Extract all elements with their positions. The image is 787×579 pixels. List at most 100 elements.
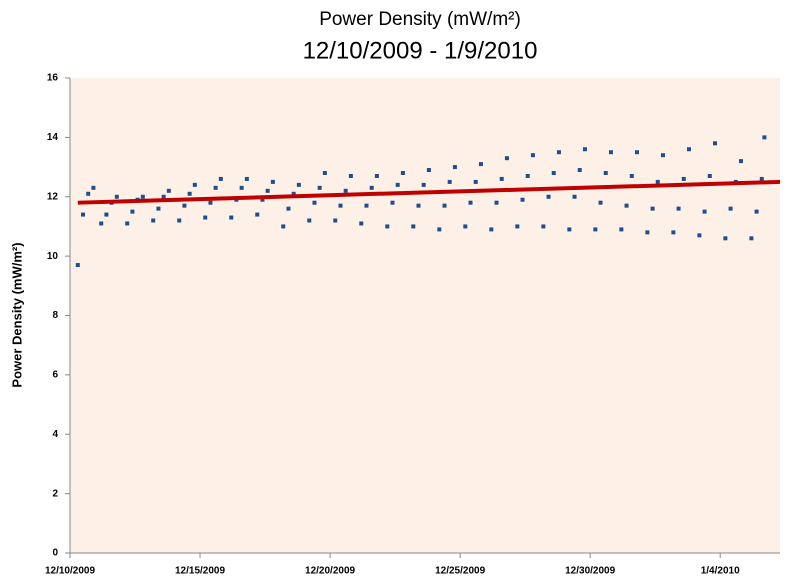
point — [582, 147, 587, 152]
point — [374, 173, 379, 178]
point — [452, 165, 457, 170]
point — [359, 221, 364, 226]
point — [697, 233, 702, 238]
point — [728, 206, 733, 211]
point — [447, 179, 452, 184]
point — [208, 200, 213, 205]
y-tick-label: 8 — [52, 310, 58, 321]
chart-subtitle: Power Density (mW/m²) — [319, 9, 521, 30]
point — [130, 209, 135, 214]
point — [86, 191, 91, 196]
point — [411, 224, 416, 229]
point — [343, 188, 348, 193]
point — [499, 176, 504, 181]
point — [473, 179, 478, 184]
y-tick-label: 4 — [52, 429, 58, 440]
y-tick-label: 2 — [52, 488, 58, 499]
point — [629, 173, 634, 178]
point — [286, 206, 291, 211]
point — [525, 173, 530, 178]
point — [660, 153, 665, 158]
point — [650, 206, 655, 211]
x-tick-label: 12/15/2009 — [175, 566, 225, 577]
point — [364, 203, 369, 208]
point — [577, 168, 582, 173]
point — [762, 135, 767, 140]
point — [738, 159, 743, 164]
point — [390, 200, 395, 205]
point — [192, 182, 197, 187]
point — [676, 206, 681, 211]
point — [265, 188, 270, 193]
chart-date-range: 12/10/2009 - 1/9/2010 — [303, 37, 538, 64]
point — [593, 227, 598, 232]
x-tick-label: 12/20/2009 — [305, 566, 355, 577]
point — [151, 218, 156, 223]
point — [114, 194, 119, 199]
point — [546, 194, 551, 199]
point — [572, 194, 577, 199]
trend-line — [77, 179, 781, 205]
point — [671, 230, 676, 235]
point — [317, 185, 322, 190]
point — [213, 185, 218, 190]
point — [686, 147, 691, 152]
point — [541, 224, 546, 229]
point — [322, 171, 327, 175]
point — [177, 218, 182, 223]
point — [239, 185, 244, 190]
point — [759, 176, 764, 181]
point — [244, 176, 249, 181]
point — [655, 179, 660, 184]
point — [260, 197, 265, 202]
point — [369, 185, 374, 190]
point — [426, 168, 431, 173]
point — [712, 141, 717, 146]
plot-area — [70, 78, 780, 553]
point — [723, 236, 728, 241]
point — [161, 194, 166, 199]
point — [619, 227, 624, 232]
point — [494, 200, 499, 205]
point — [91, 185, 96, 190]
point — [255, 212, 260, 217]
point — [218, 176, 223, 181]
point — [156, 206, 161, 211]
point — [504, 156, 509, 161]
point — [166, 188, 171, 193]
point — [603, 171, 608, 175]
point — [520, 197, 525, 202]
point — [348, 173, 353, 178]
point — [104, 212, 109, 217]
x-tick-label: 12/10/2009 — [45, 566, 95, 577]
point — [421, 182, 426, 187]
point — [463, 224, 468, 229]
point — [385, 224, 390, 229]
point — [681, 176, 686, 181]
x-tick-label: 12/30/2009 — [565, 566, 615, 577]
point — [307, 218, 312, 223]
point — [707, 173, 712, 178]
point — [229, 215, 234, 220]
point — [281, 224, 286, 229]
point — [468, 200, 473, 205]
x-tick-label: 1/4/2010 — [701, 566, 740, 577]
point — [624, 203, 629, 208]
point — [556, 150, 561, 155]
point — [140, 194, 145, 199]
point — [291, 191, 296, 196]
y-axis-label: Power Density (mW/m²) — [9, 242, 24, 387]
point — [478, 162, 483, 167]
point — [333, 218, 338, 223]
point — [634, 150, 639, 155]
y-tick-label: 12 — [47, 191, 59, 202]
point — [416, 203, 421, 208]
point — [437, 227, 442, 232]
point — [702, 209, 707, 214]
point — [99, 221, 104, 226]
point — [182, 203, 187, 208]
point — [530, 153, 535, 158]
point — [187, 191, 192, 196]
point — [515, 224, 520, 229]
point — [567, 227, 572, 232]
